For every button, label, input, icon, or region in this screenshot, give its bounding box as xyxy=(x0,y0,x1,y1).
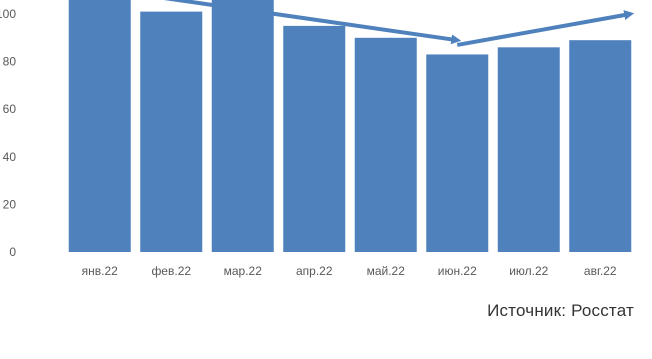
y-tick-label: 80 xyxy=(3,55,17,69)
bars-group xyxy=(68,0,632,253)
y-tick-label: 100 xyxy=(0,7,16,21)
y-tick-label: 0 xyxy=(9,245,16,259)
bar xyxy=(497,47,560,252)
trend-arrow xyxy=(456,10,635,47)
x-tick-label: мар.22 xyxy=(224,264,263,278)
bar xyxy=(68,0,131,252)
bar xyxy=(283,25,346,253)
source-caption: Источник: Росстат xyxy=(487,301,634,320)
bar xyxy=(569,40,632,253)
bar xyxy=(140,11,203,253)
bar-chart: 0 20 40 60 80 100 янв.22 фев.22 мар.22 апр.22 май… xyxy=(0,0,635,278)
x-tick-label: июн.22 xyxy=(438,264,477,278)
trend-arrows xyxy=(163,0,635,47)
trend-arrow xyxy=(163,0,462,45)
x-axis: янв.22 фев.22 мар.22 апр.22 май.22 июн.22 июл.… xyxy=(82,264,617,278)
x-tick-label: янв.22 xyxy=(82,264,119,278)
y-tick-label: 60 xyxy=(3,102,17,116)
y-axis: 0 20 40 60 80 100 xyxy=(0,7,16,259)
x-tick-label: апр.22 xyxy=(296,264,333,278)
x-tick-label: авг.22 xyxy=(584,264,617,278)
x-tick-label: май.22 xyxy=(367,264,406,278)
x-tick-label: июл.22 xyxy=(509,264,548,278)
bar xyxy=(426,54,489,253)
x-tick-label: фев.22 xyxy=(151,264,191,278)
bar xyxy=(211,0,274,253)
bar xyxy=(354,37,417,252)
y-tick-label: 40 xyxy=(3,150,17,164)
y-tick-label: 20 xyxy=(3,197,17,211)
